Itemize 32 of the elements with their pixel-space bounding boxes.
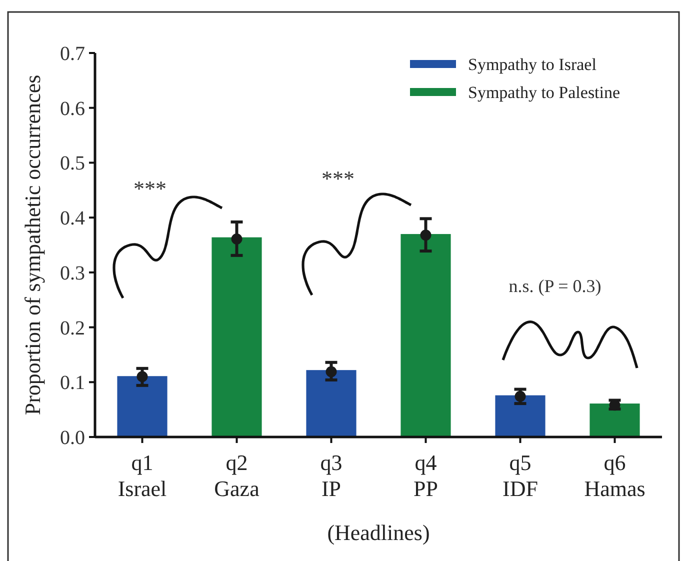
x-tick-label: q1 Israel bbox=[118, 450, 167, 501]
point bbox=[326, 366, 337, 378]
bar bbox=[212, 237, 262, 437]
point bbox=[231, 233, 242, 244]
legend-label: Sympathy to Israel bbox=[468, 54, 597, 74]
point bbox=[514, 390, 526, 402]
bar bbox=[400, 234, 451, 437]
x-tick-label: q3 IP bbox=[320, 450, 342, 501]
x-axis-title: (Headlines) bbox=[327, 520, 430, 545]
y-tick-label: 0.6 bbox=[60, 98, 85, 120]
y-tick-label: 0.4 bbox=[60, 208, 85, 230]
y-tick-label: 0.0 bbox=[60, 427, 85, 449]
x-tick-label: q4 PP bbox=[414, 450, 438, 501]
annotation: n.s. (P = 0.3) bbox=[508, 276, 602, 296]
legend-label: Sympathy to Palestine bbox=[468, 82, 620, 102]
bar bbox=[495, 395, 546, 437]
bar bbox=[117, 376, 168, 437]
y-tick-label: 0.2 bbox=[60, 317, 85, 340]
y-tick-label: 0.5 bbox=[60, 152, 85, 175]
y-axis-title: Proportion of sympathetic occurrences bbox=[20, 74, 45, 416]
y-tick-label: 0.1 bbox=[60, 372, 85, 394]
annotation: *** bbox=[134, 176, 166, 201]
y-tick-label: 0.3 bbox=[60, 262, 85, 284]
bar bbox=[590, 404, 640, 437]
annotation: *** bbox=[322, 166, 354, 191]
x-tick-label: q2 Gaza bbox=[214, 450, 260, 501]
point bbox=[420, 230, 432, 241]
x-tick-label: q5 IDF bbox=[502, 450, 538, 501]
point bbox=[136, 371, 148, 382]
bar bbox=[306, 370, 356, 437]
x-tick-label: q6 Hamas bbox=[584, 450, 646, 501]
y-tick-label: 0.7 bbox=[60, 43, 85, 65]
